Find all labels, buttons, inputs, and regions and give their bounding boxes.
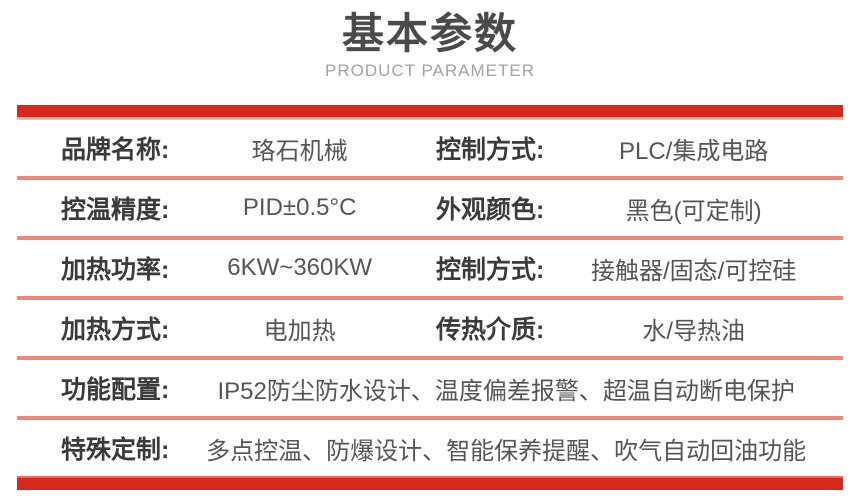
row-divider <box>17 416 843 420</box>
param-value: 接触器/固态/可控硅 <box>590 257 797 285</box>
param-cell-heating-method: 加热方式: 电加热 <box>17 300 430 356</box>
row-divider <box>17 176 843 180</box>
param-label: 加热功率: <box>61 256 170 284</box>
param-value: 黑色(可定制) <box>625 197 762 225</box>
param-cell-switch-type: 控制方式: 接触器/固态/可控硅 <box>430 240 843 296</box>
table-row: 加热方式: 电加热 传热介质: 水/导热油 <box>17 300 843 356</box>
spec-table: 品牌名称: 珞石机械 控制方式: PLC/集成电路 控温精度: PID±0.5°… <box>17 105 843 490</box>
param-label: 控温精度: <box>61 196 170 224</box>
param-value: 电加热 <box>263 317 336 345</box>
param-label: 加热方式: <box>61 316 170 344</box>
param-label: 传热介质: <box>436 316 545 344</box>
top-red-bar <box>17 105 843 120</box>
param-value: 6KW~360KW <box>227 254 373 281</box>
param-value: 多点控温、防爆设计、智能保养提醒、吹气自动回油功能 <box>206 437 807 465</box>
param-label: 功能配置: <box>61 376 170 404</box>
param-label: 控制方式: <box>436 136 545 164</box>
page-subtitle: PRODUCT PARAMETER <box>324 61 535 80</box>
table-row: 品牌名称: 珞石机械 控制方式: PLC/集成电路 <box>17 120 843 176</box>
param-cell-heat-medium: 传热介质: 水/导热油 <box>430 300 843 356</box>
param-label: 品牌名称: <box>61 136 170 164</box>
param-cell-control-type: 控制方式: PLC/集成电路 <box>430 120 843 176</box>
param-cell-brand: 品牌名称: 珞石机械 <box>17 120 430 176</box>
param-cell-color: 外观颜色: 黑色(可定制) <box>430 180 843 236</box>
param-cell-heating-power: 加热功率: 6KW~360KW <box>17 240 430 296</box>
param-value: PLC/集成电路 <box>618 137 769 165</box>
table-row: 控温精度: PID±0.5°C 外观颜色: 黑色(可定制) <box>17 180 843 236</box>
page-header: 基本参数 PRODUCT PARAMETER <box>0 0 860 82</box>
page-title: 基本参数 <box>341 10 518 57</box>
param-value: 水/导热油 <box>642 317 745 345</box>
param-value: IP52防尘防水设计、温度偏差报警、超温自动断电保护 <box>217 377 795 405</box>
table-row-custom: 特殊定制: 多点控温、防爆设计、智能保养提醒、吹气自动回油功能 <box>17 420 843 476</box>
param-value: PID±0.5°C <box>242 194 357 221</box>
param-cell-temp-accuracy: 控温精度: PID±0.5°C <box>17 180 430 236</box>
row-divider <box>17 356 843 360</box>
row-divider <box>17 296 843 300</box>
bottom-red-bar <box>17 476 843 490</box>
table-row-functions: 功能配置: IP52防尘防水设计、温度偏差报警、超温自动断电保护 <box>17 360 843 416</box>
table-row: 加热功率: 6KW~360KW 控制方式: 接触器/固态/可控硅 <box>17 240 843 296</box>
row-divider <box>17 236 843 240</box>
param-label: 外观颜色: <box>436 196 545 224</box>
param-value: 珞石机械 <box>251 137 348 165</box>
param-label: 特殊定制: <box>61 436 170 464</box>
param-label: 控制方式: <box>436 256 545 284</box>
